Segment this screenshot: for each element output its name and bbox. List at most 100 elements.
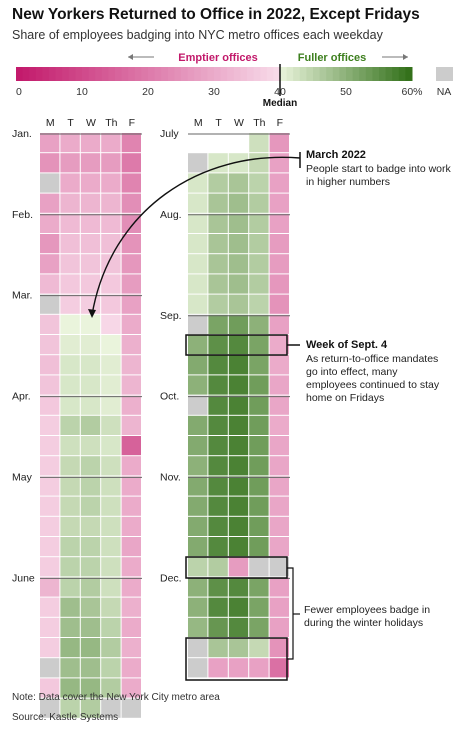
heatmap-cell — [269, 415, 289, 435]
heatmap-cell — [208, 537, 228, 557]
march-arrow — [91, 156, 301, 316]
heatmap-cell — [80, 617, 101, 637]
day-header: F — [277, 117, 283, 129]
heatmap-cell — [80, 678, 101, 698]
heatmap-cell — [60, 294, 80, 314]
heatmap-cell — [208, 314, 228, 334]
heatmap-cell — [188, 395, 208, 415]
heatmap-cell — [101, 133, 121, 153]
heatmap-cell — [249, 597, 269, 617]
heatmap-cell — [269, 355, 289, 375]
legend-swatch — [194, 67, 202, 81]
heatmap-cell — [80, 415, 101, 435]
heatmap-cell — [101, 658, 121, 678]
heatmap-cell — [228, 456, 249, 476]
heatmap-cell — [101, 213, 121, 233]
heatmap-cell — [208, 638, 228, 658]
heatmap-cell — [121, 577, 141, 597]
heatmap-cell — [228, 436, 249, 456]
heatmap-cell — [249, 213, 269, 233]
heatmap-cell — [208, 395, 228, 415]
heatmap-cell — [269, 234, 289, 254]
legend-swatch — [326, 67, 334, 81]
heatmap-cell — [188, 314, 208, 334]
heatmap-cell — [188, 496, 208, 516]
legend-swatch — [141, 67, 149, 81]
heatmap-cell — [269, 173, 289, 193]
heatmap-cell — [60, 496, 80, 516]
heatmap-cell — [60, 698, 80, 718]
legend-swatch — [220, 67, 228, 81]
heatmap-cell — [249, 577, 269, 597]
legend-na-swatch — [436, 67, 453, 81]
legend-swatch — [227, 67, 235, 81]
heatmap-cell — [269, 335, 289, 355]
legend-swatch — [121, 67, 129, 81]
march-text: in higher numbers — [306, 176, 390, 188]
month-label: Dec. — [160, 572, 182, 584]
heatmap-cell — [121, 537, 141, 557]
legend-swatch — [161, 67, 169, 81]
heatmap-cell — [60, 537, 80, 557]
heatmap-cell — [101, 234, 121, 254]
heatmap-cell — [269, 294, 289, 314]
heatmap-cell — [208, 153, 228, 173]
legend-swatch — [319, 67, 327, 81]
heatmap-cell — [60, 638, 80, 658]
heatmap-cell — [228, 496, 249, 516]
sept-text: As return-to-office mandates — [306, 353, 438, 365]
heatmap-cell — [101, 193, 121, 213]
heatmap-cell — [121, 516, 141, 536]
heatmap-cell — [228, 476, 249, 496]
heatmap-cell — [249, 557, 269, 577]
heatmap-cell — [80, 638, 101, 658]
heatmap-cell — [269, 274, 289, 294]
heatmap-cell — [40, 193, 60, 213]
heatmap-cell — [101, 436, 121, 456]
heatmap-cell — [249, 335, 269, 355]
heatmap-cell — [60, 274, 80, 294]
heatmap-cell — [249, 153, 269, 173]
heatmap-cell — [269, 193, 289, 213]
heatmap-cell — [60, 193, 80, 213]
heatmap-cell — [121, 234, 141, 254]
heatmap-cell — [40, 314, 60, 334]
legend-swatch — [200, 67, 208, 81]
heatmap-cell — [40, 638, 60, 658]
heatmap-cell — [269, 658, 289, 678]
heatmap-cell — [228, 274, 249, 294]
legend-swatch — [16, 67, 24, 81]
heatmap-cell — [40, 516, 60, 536]
day-header: Th — [105, 117, 117, 129]
heatmap-cell — [40, 476, 60, 496]
heatmap-cell — [121, 133, 141, 153]
legend-swatch — [372, 67, 380, 81]
heatmap-cell — [269, 496, 289, 516]
heatmap-cell — [121, 698, 141, 718]
legend-median-label: Median — [263, 98, 297, 109]
heatmap-cell — [121, 274, 141, 294]
heatmap-cell — [228, 638, 249, 658]
heatmap-cell — [121, 395, 141, 415]
heatmap-cell — [188, 254, 208, 274]
march-title: March 2022 — [306, 149, 366, 161]
heatmap-cell — [60, 213, 80, 233]
heatmap-cell — [228, 658, 249, 678]
heatmap-cell — [101, 516, 121, 536]
chart-title: New Yorkers Returned to Office in 2022, … — [12, 6, 420, 23]
heatmap-cell — [60, 173, 80, 193]
heatmap-cell — [188, 516, 208, 536]
legend-swatch — [95, 67, 103, 81]
legend-fuller-label: Fuller offices — [298, 52, 366, 64]
month-label: June — [12, 572, 35, 584]
heatmap-cell — [208, 193, 228, 213]
heatmap-cell — [80, 456, 101, 476]
heatmap-cell — [101, 597, 121, 617]
heatmap-cell — [60, 153, 80, 173]
heatmap-cell — [188, 597, 208, 617]
march-text: People start to badge into work — [306, 163, 452, 175]
heatmap-cell — [228, 415, 249, 435]
legend-swatch — [379, 67, 387, 81]
month-label: Aug. — [160, 209, 182, 221]
legend-swatch — [88, 67, 96, 81]
